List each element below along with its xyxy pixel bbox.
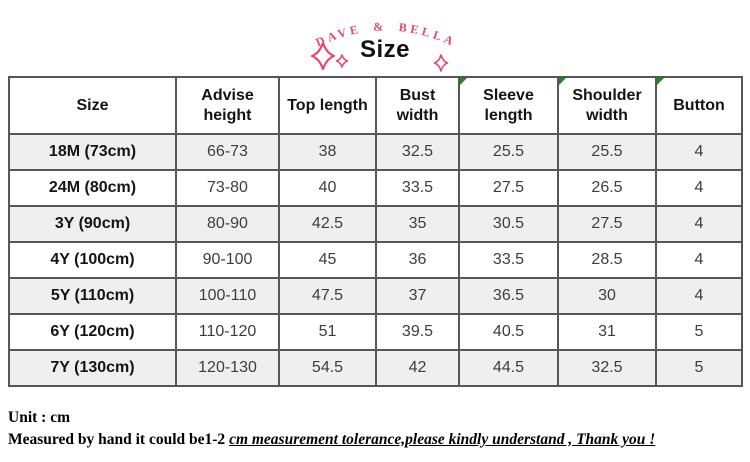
table-row: 24M (80cm) 73-80 40 33.5 27.5 26.5 4 [8,169,743,207]
tolerance-note-emphasis: cm measurement tolerance,please kindly u… [229,430,656,448]
cell-button: 5 [655,313,743,351]
cell-size: 5Y (110cm) [8,277,177,315]
cell-sleeve-length: 36.5 [458,277,559,315]
table-row: 5Y (110cm) 100-110 47.5 37 36.5 30 4 [8,277,743,315]
table-row: 6Y (120cm) 110-120 51 39.5 40.5 31 5 [8,313,743,351]
table-row: 3Y (90cm) 80-90 42.5 35 30.5 27.5 4 [8,205,743,243]
cell-top-length: 47.5 [278,277,377,315]
cell-button: 4 [655,277,743,315]
cell-top-length: 51 [278,313,377,351]
cell-advise-height: 66-73 [175,133,280,171]
cell-bust-width: 32.5 [375,133,460,171]
cell-shoulder-width: 31 [557,313,657,351]
cell-size: 18M (73cm) [8,133,177,171]
cell-sleeve-length: 25.5 [458,133,559,171]
cell-shoulder-width: 25.5 [557,133,657,171]
table-row: 4Y (100cm) 90-100 45 36 33.5 28.5 4 [8,241,743,279]
cell-button: 4 [655,133,743,171]
col-header-advise-height: Advise height [175,76,280,135]
cell-bust-width: 42 [375,349,460,387]
cell-sleeve-length: 40.5 [458,313,559,351]
col-header-label: Sleeve length [483,86,534,124]
cell-shoulder-width: 27.5 [557,205,657,243]
cell-advise-height: 110-120 [175,313,280,351]
col-header-label: Shoulder width [572,86,642,124]
cell-size: 4Y (100cm) [8,241,177,279]
tolerance-note: Measured by hand it could be1-2 cm measu… [8,429,748,451]
cell-top-length: 38 [278,133,377,171]
cell-sleeve-length: 27.5 [458,169,559,207]
brand-header: DAVE & BELLA Size [0,0,750,76]
footer-notes: Unit : cm Measured by hand it could be1-… [8,407,748,450]
cell-bust-width: 36 [375,241,460,279]
table-row: 7Y (130cm) 120-130 54.5 42 44.5 32.5 5 [8,349,743,387]
cell-top-length: 45 [278,241,377,279]
col-header-bust-width: Bust width [375,76,460,135]
cell-bust-width: 33.5 [375,169,460,207]
col-header-label: Button [673,96,725,114]
cell-sleeve-length: 33.5 [458,241,559,279]
cell-sleeve-length: 44.5 [458,349,559,387]
page-title: Size [359,36,411,63]
sparkle-icon [310,41,336,71]
cell-advise-height: 80-90 [175,205,280,243]
excel-corner-marker-icon [560,79,566,85]
col-header-size: Size [8,76,177,135]
size-chart-table: Size Advise height Top length Bust width… [8,76,743,387]
tolerance-note-prefix: Measured by hand it could be1-2 [8,430,230,448]
cell-button: 4 [655,169,743,207]
sparkle-icon [433,54,449,72]
col-header-button: Button [655,76,743,135]
cell-shoulder-width: 28.5 [557,241,657,279]
brand-decoration: DAVE & BELLA [310,19,455,72]
cell-size: 6Y (120cm) [8,313,177,351]
cell-advise-height: 73-80 [175,169,280,207]
sparkle-icon [335,54,349,68]
cell-bust-width: 39.5 [375,313,460,351]
unit-note: Unit : cm [8,409,70,426]
header-row: Size Advise height Top length Bust width… [8,76,743,135]
cell-advise-height: 120-130 [175,349,280,387]
cell-top-length: 54.5 [278,349,377,387]
col-header-top-length: Top length [278,76,377,135]
col-header-sleeve-length: Sleeve length [458,76,559,135]
cell-top-length: 40 [278,169,377,207]
cell-size: 24M (80cm) [8,169,177,207]
cell-bust-width: 35 [375,205,460,243]
table-row: 18M (73cm) 66-73 38 32.5 25.5 25.5 4 [8,133,743,171]
cell-button: 4 [655,241,743,279]
cell-shoulder-width: 26.5 [557,169,657,207]
cell-top-length: 42.5 [278,205,377,243]
cell-bust-width: 37 [375,277,460,315]
col-header-shoulder-width: Shoulder width [557,76,657,135]
cell-advise-height: 90-100 [175,241,280,279]
cell-button: 5 [655,349,743,387]
excel-corner-marker-icon [461,79,467,85]
cell-sleeve-length: 30.5 [458,205,559,243]
excel-corner-marker-icon [658,79,664,85]
cell-shoulder-width: 30 [557,277,657,315]
cell-shoulder-width: 32.5 [557,349,657,387]
cell-size: 7Y (130cm) [8,349,177,387]
cell-advise-height: 100-110 [175,277,280,315]
cell-size: 3Y (90cm) [8,205,177,243]
cell-button: 4 [655,205,743,243]
